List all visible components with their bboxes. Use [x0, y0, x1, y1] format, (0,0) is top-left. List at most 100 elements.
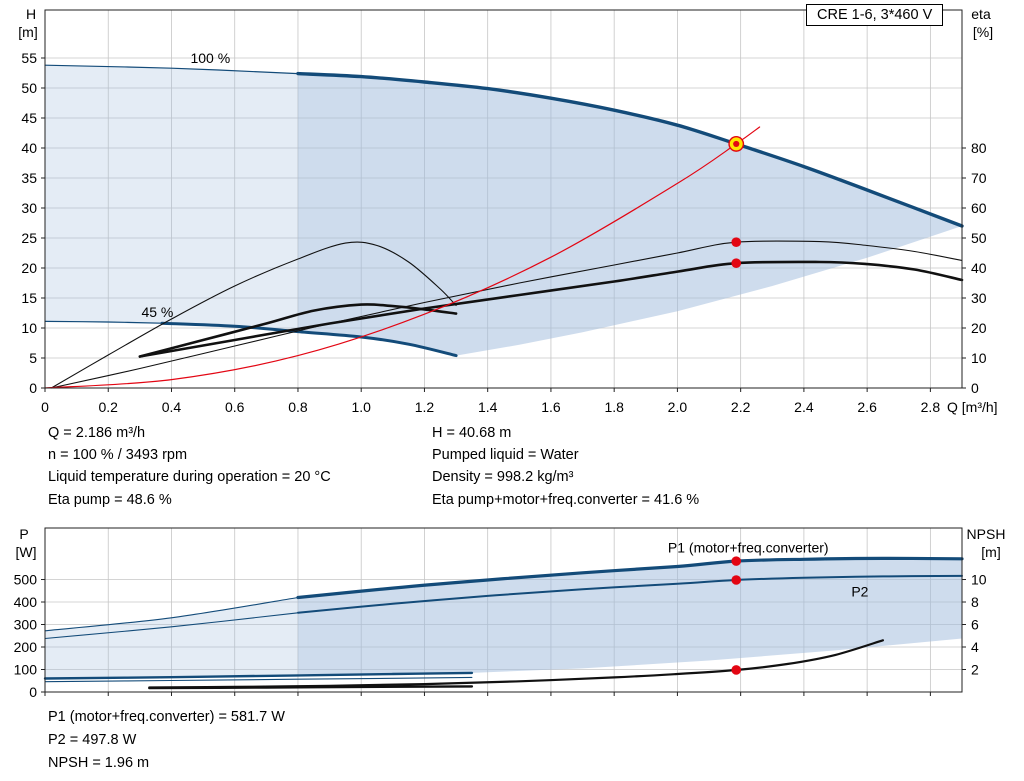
tick-label-left: 25 — [21, 230, 37, 246]
tick-label-left: 400 — [14, 594, 38, 610]
tick-label-left: 15 — [21, 290, 37, 306]
tick-label-right: 60 — [971, 200, 987, 216]
tick-label-x: 0.6 — [225, 399, 245, 415]
info-head: H = 40.68 m — [432, 425, 512, 441]
area-operating-range-lowflow — [45, 65, 298, 332]
annotation-45-: 45 % — [141, 304, 173, 320]
axis-unit-left: [m] — [18, 24, 37, 40]
eta-total-point — [731, 258, 742, 269]
tick-label-x: 2.2 — [731, 399, 751, 415]
axis-title-right: eta — [971, 6, 991, 22]
tick-label-x: 0.2 — [99, 399, 119, 415]
tick-label-left: 5 — [29, 350, 37, 366]
tick-label-right: 80 — [971, 140, 987, 156]
series-system-curve — [44, 126, 761, 389]
tick-label-left: 55 — [21, 50, 37, 66]
tick-label-right: 4 — [971, 639, 979, 655]
tick-label-right: 30 — [971, 290, 987, 306]
tick-label-left: 200 — [14, 639, 38, 655]
tick-label-x: 1.2 — [415, 399, 435, 415]
series-p1-45 — [43, 671, 474, 680]
annotation-p1-motor-freq-converter-: P1 (motor+freq.converter) — [668, 540, 829, 556]
series-p2-curve — [297, 574, 963, 614]
duty-point-center — [733, 140, 740, 148]
series-p2-lowflow — [44, 612, 299, 640]
annotation-p2: P2 — [851, 583, 868, 599]
axis-unit-right: [m] — [981, 544, 1000, 560]
head-capacity-chart: 0 5 10 15 20 25 30 35 40 45 50 55 0 10 20 30 40 50 60 70 80 0… — [18, 6, 997, 415]
tick-label-left: 0 — [29, 380, 37, 396]
area-power-range — [298, 558, 962, 674]
info-p2: P2 = 497.8 W — [48, 732, 137, 748]
axis-title-left: H — [26, 6, 36, 22]
info-liquid-temp: Liquid temperature during operation = 20… — [48, 469, 331, 485]
area-operating-range — [298, 73, 962, 356]
tick-label-x: 1.4 — [478, 399, 498, 415]
series-pump-curve-100-lowflow — [44, 64, 299, 75]
tick-label-right: 70 — [971, 170, 987, 186]
tick-label-x: 0 — [41, 399, 49, 415]
info-flow: Q = 2.186 m³/h — [48, 425, 146, 441]
series-pump-curve-100 — [296, 71, 964, 228]
info-pumped-liquid: Pumped liquid = Water — [432, 447, 579, 463]
series-pump-curve-45 — [160, 321, 458, 358]
pump-model-badge: CRE 1-6, 3*460 V — [806, 4, 944, 26]
duty-point[interactable] — [728, 136, 745, 152]
tick-label-left: 10 — [21, 320, 37, 336]
tick-label-right: 0 — [971, 380, 979, 396]
area-power-range-lowflow — [45, 597, 298, 679]
tick-label-left: 45 — [21, 110, 37, 126]
tick-label-x: 0.8 — [288, 399, 308, 415]
series-p1-lowflow — [44, 596, 299, 632]
axis-title-x: Q [m³/h] — [947, 399, 998, 415]
series-eta-pump-45 — [50, 241, 457, 389]
p2-point — [731, 575, 742, 585]
tick-label-right: 10 — [971, 572, 987, 588]
tick-label-left: 30 — [21, 200, 37, 216]
axis-unit-right: [%] — [973, 24, 993, 40]
tick-label-right: 2 — [971, 662, 979, 678]
info-p1: P1 (motor+freq.converter) = 581.7 W — [48, 709, 285, 725]
annotation-100-: 100 % — [190, 50, 230, 66]
tick-label-x: 1.8 — [604, 399, 624, 415]
p1-point — [731, 556, 742, 566]
tick-label-left: 50 — [21, 80, 37, 96]
tick-label-x: 1.0 — [351, 399, 371, 415]
tick-label-left: 500 — [14, 572, 38, 588]
series-eta-total-100 — [138, 260, 964, 358]
tick-label-right: 20 — [971, 320, 987, 336]
eta-pump-point — [731, 237, 742, 247]
axis-unit-left: [W] — [16, 544, 37, 560]
tick-label-left: 35 — [21, 170, 37, 186]
tick-label-right: 50 — [971, 230, 987, 246]
tick-label-left: 40 — [21, 140, 37, 156]
series-p1-curve — [296, 556, 964, 600]
tick-label-x: 0.4 — [162, 399, 182, 415]
power-npsh-chart: 0 100 200 300 400 500 2 4 6 8 10 P [W] NPSH [m] P1 (mot… — [14, 526, 1006, 700]
tick-label-x: 2.0 — [668, 399, 688, 415]
plot-frame — [44, 527, 963, 693]
tick-label-right: 6 — [971, 617, 979, 633]
info-density: Density = 998.2 kg/m³ — [432, 469, 574, 485]
tick-label-left: 100 — [14, 662, 38, 678]
info-eta-total: Eta pump+motor+freq.converter = 41.6 % — [432, 492, 700, 508]
series-eta-pump-100 — [50, 240, 963, 389]
tick-label-right: 40 — [971, 260, 987, 276]
series-pump-curve-45-lowflow — [44, 320, 163, 324]
tick-label-x: 2.6 — [857, 399, 877, 415]
tick-label-x: 1.6 — [541, 399, 561, 415]
tick-label-left: 20 — [21, 260, 37, 276]
tick-label-left: 0 — [29, 684, 37, 700]
tick-label-right: 10 — [971, 350, 987, 366]
info-eta-pump: Eta pump = 48.6 % — [48, 492, 172, 508]
info-npsh: NPSH = 1.96 m — [48, 755, 150, 771]
tick-label-x: 2.8 — [921, 399, 941, 415]
axis-title-right: NPSH — [967, 526, 1006, 542]
tick-label-right: 8 — [971, 594, 979, 610]
tick-label-x: 2.4 — [794, 399, 814, 415]
series-npsh-curve — [148, 639, 884, 689]
tick-label-left: 300 — [14, 617, 38, 633]
info-speed: n = 100 % / 3493 rpm — [48, 447, 188, 463]
